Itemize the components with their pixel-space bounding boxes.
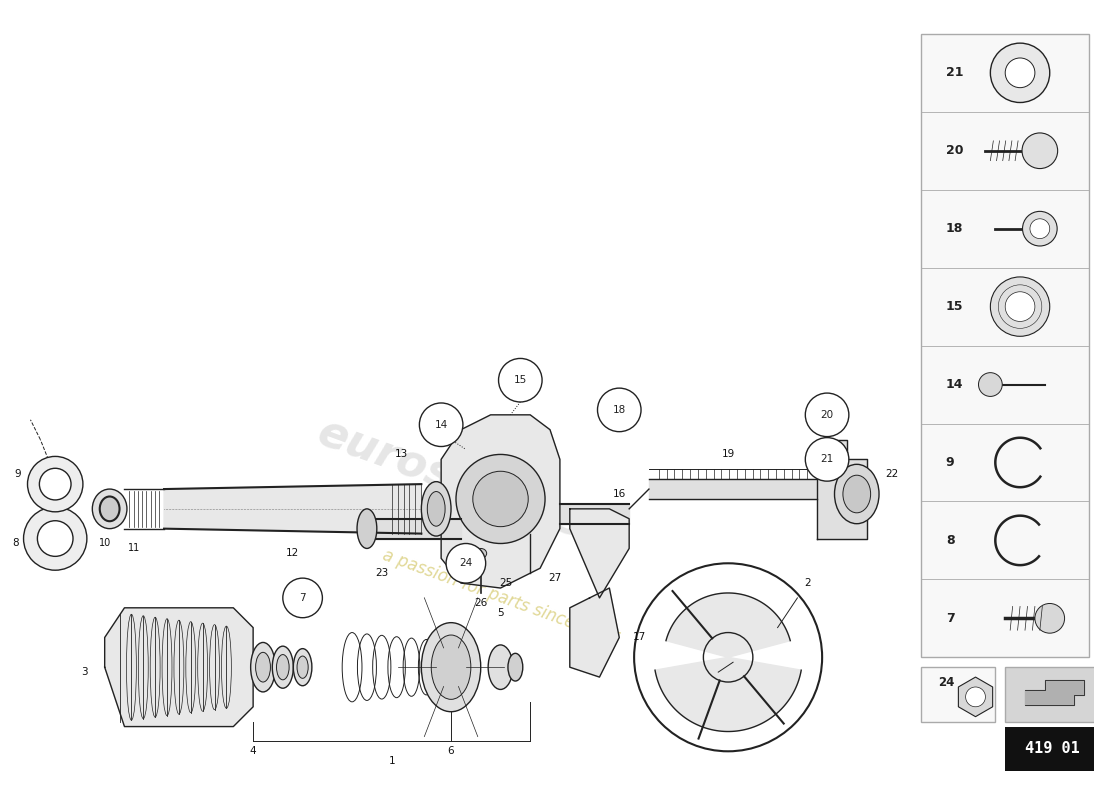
Polygon shape: [560, 504, 629, 524]
Text: 1: 1: [388, 756, 395, 766]
Circle shape: [990, 43, 1049, 102]
Text: 11: 11: [129, 543, 141, 554]
Text: 10: 10: [99, 538, 111, 549]
Text: 5: 5: [497, 608, 504, 618]
Polygon shape: [570, 588, 619, 677]
Circle shape: [37, 521, 73, 556]
Text: 9: 9: [946, 456, 955, 469]
Circle shape: [23, 507, 87, 570]
Text: 13: 13: [395, 450, 408, 459]
Text: a passion for parts since 1985: a passion for parts since 1985: [379, 546, 621, 650]
Ellipse shape: [1023, 211, 1057, 246]
Polygon shape: [654, 658, 801, 731]
Text: 2: 2: [804, 578, 811, 588]
Polygon shape: [164, 484, 421, 534]
Ellipse shape: [421, 622, 481, 712]
Ellipse shape: [358, 509, 377, 549]
Circle shape: [456, 454, 546, 543]
Circle shape: [979, 373, 1002, 397]
Ellipse shape: [294, 649, 312, 686]
Circle shape: [40, 468, 72, 500]
Ellipse shape: [255, 652, 271, 682]
Text: 18: 18: [946, 222, 964, 235]
Polygon shape: [817, 439, 867, 538]
Circle shape: [1005, 292, 1035, 322]
Polygon shape: [649, 479, 817, 499]
Ellipse shape: [251, 642, 275, 692]
Circle shape: [805, 393, 849, 437]
Bar: [1005, 667, 1099, 722]
Ellipse shape: [100, 497, 120, 522]
Ellipse shape: [421, 482, 451, 536]
Text: 8: 8: [12, 538, 19, 549]
Text: 14: 14: [434, 420, 448, 430]
Text: 17: 17: [632, 633, 646, 642]
Text: 8: 8: [946, 534, 955, 547]
Ellipse shape: [273, 646, 294, 688]
Circle shape: [419, 403, 463, 446]
Text: 23: 23: [375, 568, 388, 578]
Ellipse shape: [475, 549, 486, 558]
Text: 419 01: 419 01: [1025, 742, 1079, 756]
Polygon shape: [570, 509, 629, 598]
Ellipse shape: [297, 656, 308, 678]
Text: 21: 21: [946, 66, 964, 79]
Text: 16: 16: [613, 489, 626, 499]
Bar: [1005, 726, 1099, 771]
Text: 12: 12: [286, 548, 299, 558]
Circle shape: [597, 388, 641, 432]
Text: 7: 7: [299, 593, 306, 603]
Circle shape: [1005, 58, 1035, 88]
Text: 7: 7: [946, 612, 955, 625]
Circle shape: [498, 358, 542, 402]
Text: 18: 18: [613, 405, 626, 415]
Text: 24: 24: [460, 558, 473, 568]
Text: 6: 6: [448, 746, 454, 756]
Polygon shape: [362, 518, 461, 538]
Text: 3: 3: [81, 667, 88, 677]
Ellipse shape: [488, 645, 513, 690]
Text: 20: 20: [946, 144, 964, 158]
Bar: [921, 667, 996, 722]
Circle shape: [28, 457, 82, 512]
Text: 26: 26: [474, 598, 487, 608]
Circle shape: [966, 687, 986, 706]
Text: 15: 15: [514, 375, 527, 386]
Text: 21: 21: [821, 454, 834, 464]
Text: eurospares: eurospares: [311, 411, 591, 547]
Ellipse shape: [1030, 218, 1049, 238]
Text: 20: 20: [821, 410, 834, 420]
Polygon shape: [104, 608, 253, 726]
Polygon shape: [666, 593, 790, 658]
Ellipse shape: [92, 489, 126, 529]
Circle shape: [990, 277, 1049, 336]
Ellipse shape: [431, 635, 471, 699]
Text: 19: 19: [722, 450, 735, 459]
Ellipse shape: [843, 475, 870, 513]
Text: 27: 27: [548, 573, 562, 583]
Ellipse shape: [427, 491, 446, 526]
Text: 22: 22: [884, 470, 898, 479]
Text: 14: 14: [946, 378, 964, 391]
Text: 4: 4: [250, 746, 256, 756]
Circle shape: [805, 438, 849, 481]
Text: 9: 9: [14, 470, 21, 479]
Text: 25: 25: [498, 578, 513, 588]
Circle shape: [1022, 133, 1058, 169]
Circle shape: [447, 543, 486, 583]
Text: 15: 15: [946, 300, 964, 313]
Ellipse shape: [835, 464, 879, 524]
Circle shape: [1035, 603, 1065, 633]
Polygon shape: [1025, 680, 1085, 705]
Circle shape: [283, 578, 322, 618]
Ellipse shape: [276, 654, 289, 680]
Circle shape: [473, 471, 528, 526]
Bar: [921, 34, 1089, 658]
Text: 24: 24: [937, 675, 954, 689]
Ellipse shape: [508, 654, 522, 681]
Polygon shape: [441, 415, 560, 588]
